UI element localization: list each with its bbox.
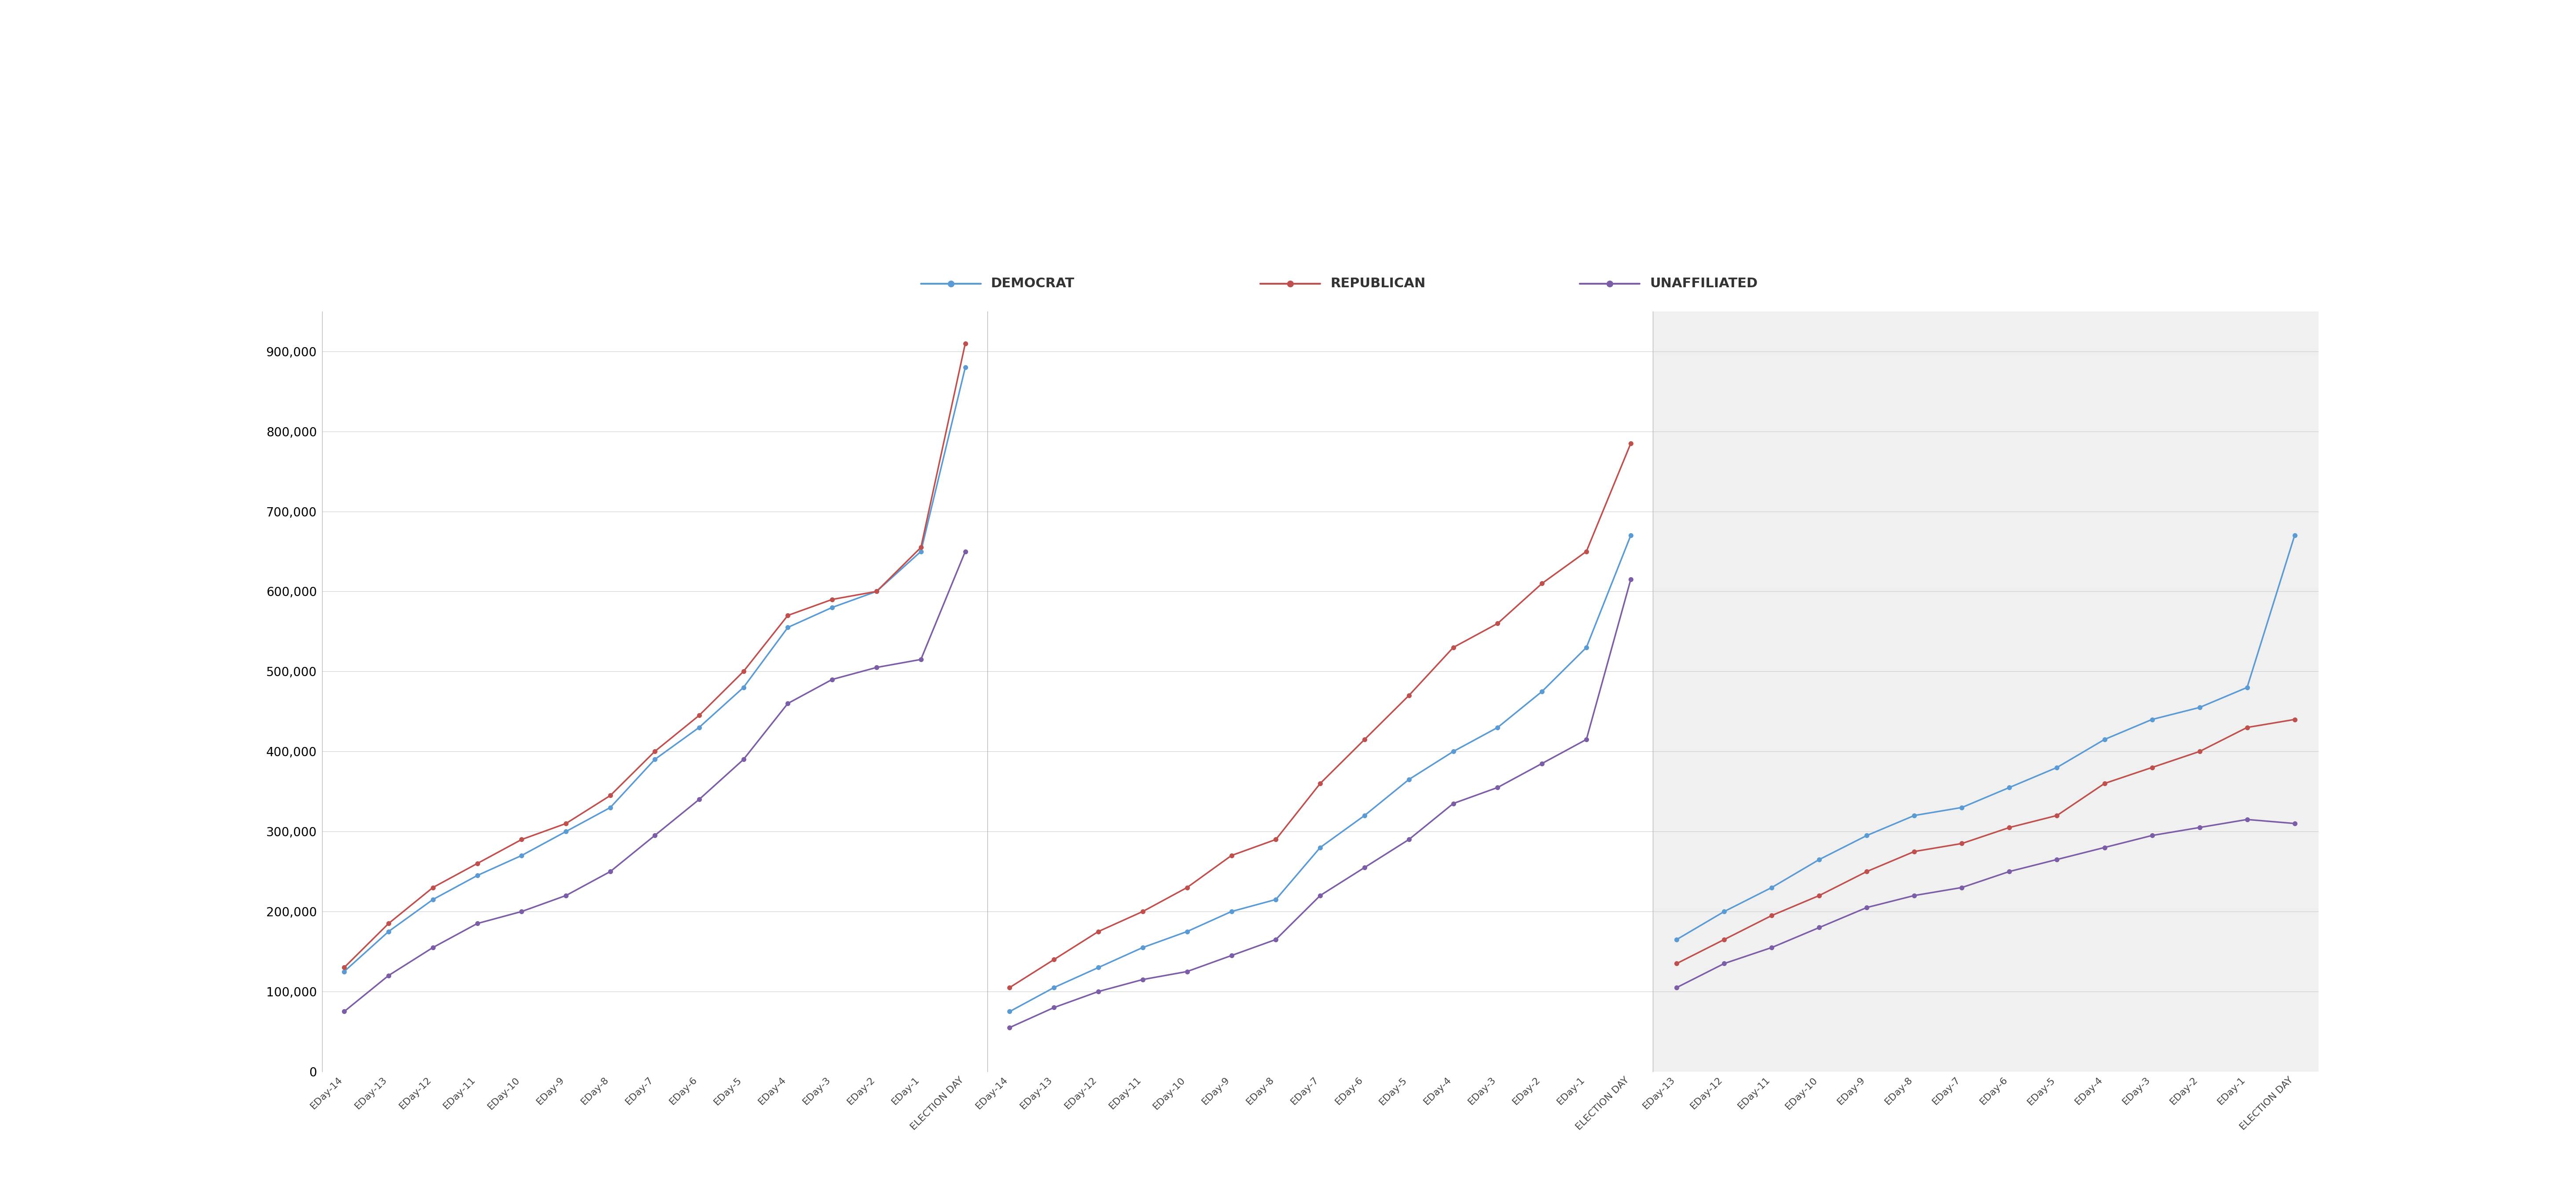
Text: NUMBER OF BALLOTS RETURNED BY DAY, 2012 - 2016: NUMBER OF BALLOTS RETURNED BY DAY, 2012 …: [842, 185, 1798, 216]
Text: UNAFFILIATED: UNAFFILIATED: [1649, 277, 1757, 290]
Text: DEMOCRAT: DEMOCRAT: [992, 277, 1074, 290]
Text: REPUBLICAN: REPUBLICAN: [1329, 277, 1425, 290]
